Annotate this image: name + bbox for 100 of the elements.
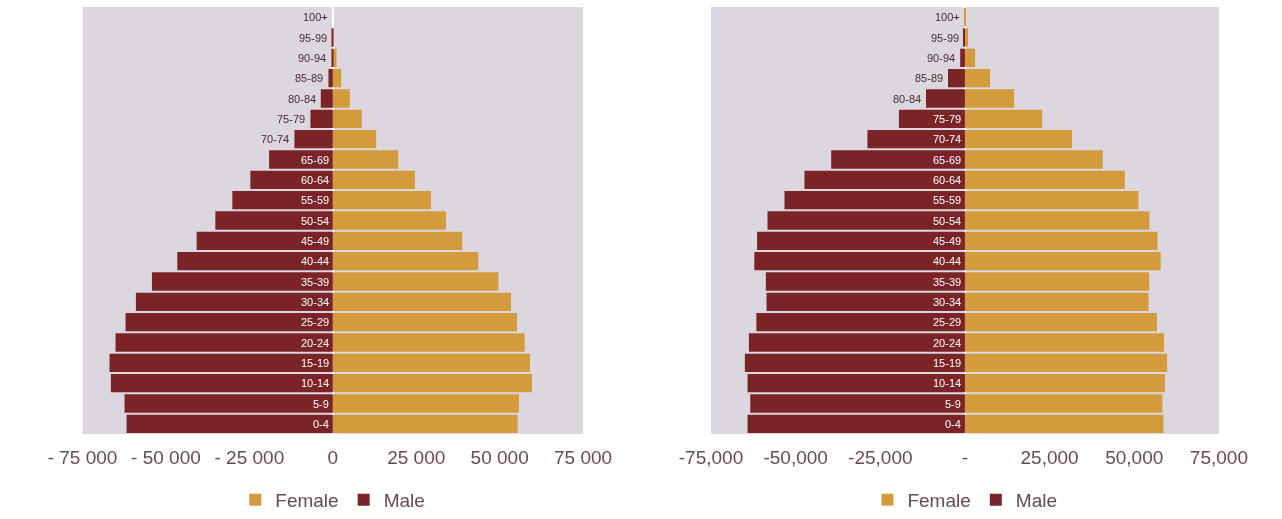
bar: [964, 170, 1125, 189]
bar: [756, 313, 965, 332]
bar: [310, 109, 333, 128]
y-tick-label: 55-59: [933, 194, 962, 206]
bar: [332, 313, 518, 332]
legend-label: Female: [275, 490, 339, 512]
bar: [332, 414, 518, 433]
y-tick-label: 35-39: [933, 276, 962, 288]
y-tick-label: 15-19: [301, 357, 330, 369]
bar: [948, 69, 965, 88]
bar: [332, 211, 446, 230]
x-tick-label: -50,000: [763, 447, 828, 468]
bar: [757, 231, 965, 250]
x-tick-label: 75 000: [554, 447, 613, 468]
bar: [125, 313, 333, 332]
bar: [294, 130, 333, 149]
bar: [332, 170, 415, 189]
bar: [964, 211, 1150, 230]
bar: [766, 292, 965, 311]
x-tick-label: - 50 000: [131, 447, 201, 468]
y-tick-label: 55-59: [301, 194, 330, 206]
y-tick-label: 35-39: [301, 276, 330, 288]
bar: [332, 109, 362, 128]
bar: [215, 211, 333, 230]
bar: [750, 394, 965, 413]
y-tick-label: 0-4: [945, 418, 961, 430]
y-tick-label: 30-34: [933, 296, 962, 308]
bar: [784, 191, 965, 210]
bar: [765, 272, 965, 291]
bar: [332, 191, 431, 210]
y-tick-label: 15-19: [933, 357, 962, 369]
bar: [320, 89, 333, 108]
y-tick-label: 0-4: [313, 418, 329, 430]
bar: [831, 150, 965, 169]
bar: [964, 292, 1149, 311]
y-tick-label: 25-29: [933, 316, 962, 328]
y-tick-label: 65-69: [933, 154, 962, 166]
y-tick-label: 45-49: [933, 235, 962, 247]
bar: [332, 353, 531, 372]
y-tick-label: 95-99: [931, 32, 960, 44]
y-tick-label: 60-64: [301, 174, 330, 186]
bar: [767, 211, 965, 230]
bar: [964, 191, 1139, 210]
bar: [177, 252, 333, 271]
bar: [964, 272, 1150, 291]
bar: [964, 333, 1165, 352]
bar: [332, 333, 525, 352]
bar: [332, 130, 377, 149]
y-tick-label: 60-64: [933, 174, 962, 186]
y-tick-label: 40-44: [301, 255, 330, 267]
y-tick-label: 20-24: [933, 337, 962, 349]
legend-label: Male: [1015, 490, 1057, 512]
x-tick-label: -: [961, 447, 969, 468]
bar: [115, 333, 333, 352]
bar: [926, 89, 965, 108]
y-tick-label: 5-9: [313, 398, 329, 410]
y-tick-label: 100+: [935, 11, 960, 23]
bar: [964, 252, 1161, 271]
y-tick-label: 10-14: [301, 377, 330, 389]
bar: [332, 292, 512, 311]
y-tick-label: 20-24: [301, 337, 330, 349]
y-tick-label: 25-29: [301, 316, 330, 328]
bar: [110, 374, 333, 393]
y-tick-label: 50-54: [933, 215, 962, 227]
bar: [744, 353, 965, 372]
bar: [135, 292, 333, 311]
bar: [964, 109, 1043, 128]
bar: [151, 272, 333, 291]
bar: [328, 69, 333, 88]
x-tick-label: 25,000: [1020, 447, 1079, 468]
y-tick-label: 85-89: [915, 72, 944, 84]
bar: [126, 414, 333, 433]
bar: [964, 48, 976, 67]
bar: [960, 48, 965, 67]
bar: [332, 150, 399, 169]
x-tick-label: 50 000: [470, 447, 529, 468]
bar: [964, 89, 1015, 108]
bar: [250, 170, 333, 189]
bar: [332, 252, 479, 271]
y-tick-label: 80-84: [893, 93, 922, 105]
y-tick-label: 30-34: [301, 296, 330, 308]
bar: [109, 353, 333, 372]
y-tick-label: 50-54: [301, 215, 330, 227]
bar: [964, 394, 1163, 413]
bar: [964, 353, 1168, 372]
bar: [332, 374, 533, 393]
bar: [964, 150, 1103, 169]
bar: [964, 374, 1166, 393]
x-tick-label: 0: [327, 447, 339, 468]
y-tick-label: 70-74: [933, 133, 962, 145]
x-tick-label: 75,000: [1189, 447, 1248, 468]
bar: [867, 130, 965, 149]
bar: [332, 272, 499, 291]
y-tick-label: 10-14: [933, 377, 962, 389]
x-tick-label: - 75 000: [47, 447, 118, 468]
x-tick-label: -25,000: [848, 447, 913, 468]
y-tick-label: 75-79: [933, 113, 962, 125]
y-tick-label: 40-44: [933, 255, 962, 267]
y-tick-label: 5-9: [945, 398, 961, 410]
bar: [804, 170, 965, 189]
